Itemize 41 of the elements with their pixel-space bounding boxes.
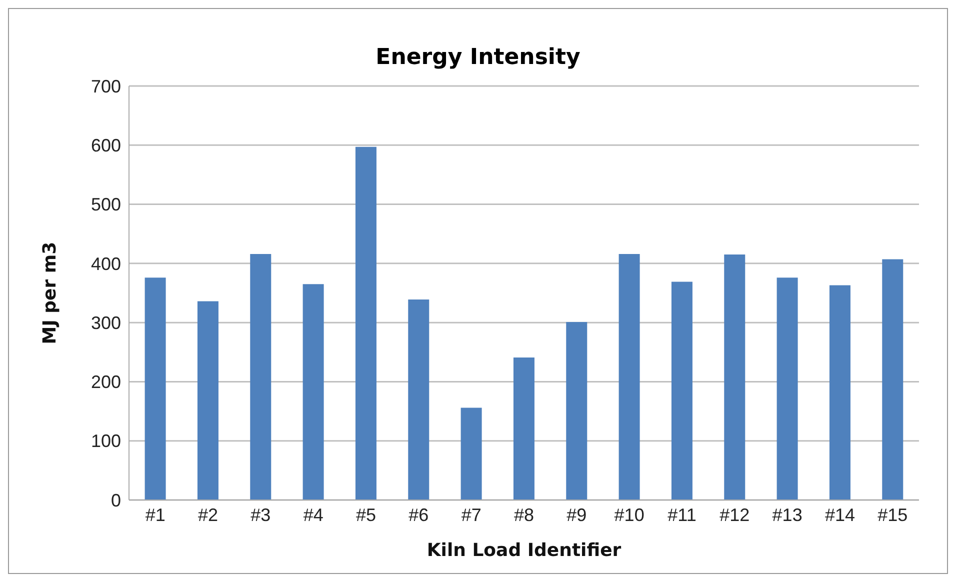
chart-title: Energy Intensity [374, 44, 582, 70]
y-tick-label: 600 [90, 136, 121, 156]
bar [566, 322, 588, 500]
bar [460, 408, 482, 500]
y-tick-label: 100 [90, 431, 121, 452]
bar [250, 254, 272, 500]
x-tick-label: #14 [824, 504, 856, 525]
x-tick-label: #10 [614, 504, 644, 525]
bar [355, 146, 376, 500]
x-tick-label: #8 [514, 504, 534, 525]
bar [513, 357, 534, 500]
bar [618, 254, 640, 500]
bar [302, 284, 324, 500]
x-tick-label: #5 [356, 504, 376, 525]
bar [144, 278, 166, 500]
x-tick-label: #12 [720, 504, 750, 525]
x-axis-title: Kiln Load Identifier [426, 540, 622, 561]
bar [197, 301, 218, 500]
y-tick-label: 0 [110, 490, 121, 510]
y-tick-label: 200 [90, 372, 121, 392]
x-tick-label: #15 [878, 504, 908, 525]
x-tick-label: #4 [303, 504, 324, 525]
y-tick-label: 300 [90, 312, 121, 333]
x-tick-label: #9 [566, 504, 587, 525]
bar [882, 259, 904, 500]
x-tick-label: #1 [145, 504, 166, 525]
y-tick-label: 700 [90, 76, 121, 96]
y-tick-label: 500 [90, 194, 121, 215]
x-tick-label: #13 [772, 504, 802, 525]
x-tick-label: #11 [668, 504, 696, 525]
x-tick-label: #3 [250, 504, 271, 525]
bar [724, 254, 746, 500]
bar [671, 282, 692, 500]
x-tick-label: #7 [461, 504, 482, 525]
y-axis-title: MJ per m3 [39, 242, 60, 344]
x-tick-label: #2 [198, 504, 218, 525]
bar [829, 285, 850, 500]
bar [776, 278, 798, 500]
bar [408, 300, 430, 500]
y-tick-label: 400 [90, 254, 121, 274]
x-tick-label: #6 [408, 504, 429, 525]
